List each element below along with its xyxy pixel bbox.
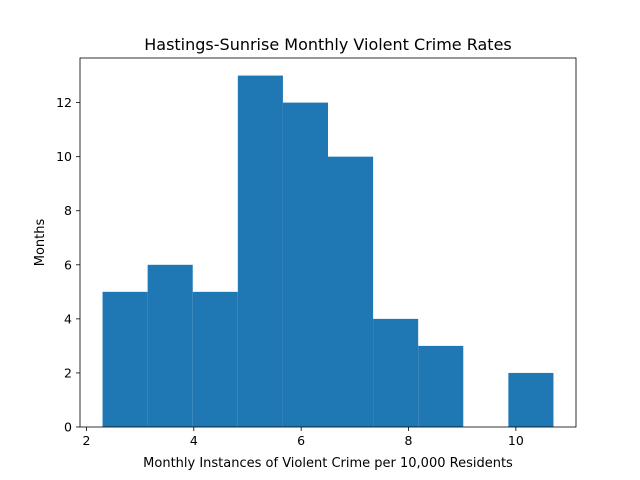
x-tick-label: 4 <box>190 433 198 448</box>
histogram-bar <box>237 75 283 427</box>
histogram-bar <box>147 264 193 427</box>
y-tick-label: 2 <box>64 365 72 380</box>
y-axis-label: Months <box>33 219 48 267</box>
axes-frame <box>79 57 577 428</box>
x-tick-label: 2 <box>82 433 90 448</box>
y-tick-label: 8 <box>64 203 72 218</box>
y-tick-label: 12 <box>56 95 72 110</box>
x-tick-label: 10 <box>508 433 524 448</box>
x-axis-label: Monthly Instances of Violent Crime per 1… <box>143 456 513 471</box>
histogram-bar <box>373 318 419 427</box>
histogram-bar <box>418 345 464 427</box>
y-tick-label: 10 <box>56 149 72 164</box>
y-tick-label: 0 <box>64 420 72 435</box>
histogram-bar <box>282 102 328 427</box>
x-axis-ticks: 2 4 6 8 10 <box>82 427 524 448</box>
histogram-bar <box>102 291 148 427</box>
histogram-bar <box>192 291 238 427</box>
bars-group <box>102 75 554 428</box>
y-tick-label: 6 <box>64 257 72 272</box>
x-tick-label: 8 <box>405 433 413 448</box>
x-tick-label: 6 <box>297 433 305 448</box>
chart-title: Hastings-Sunrise Monthly Violent Crime R… <box>144 35 512 54</box>
y-tick-label: 4 <box>64 311 72 326</box>
y-axis-ticks: 0 2 4 6 8 10 12 <box>56 95 80 435</box>
histogram-bar <box>328 156 374 428</box>
histogram-bar <box>508 372 554 427</box>
